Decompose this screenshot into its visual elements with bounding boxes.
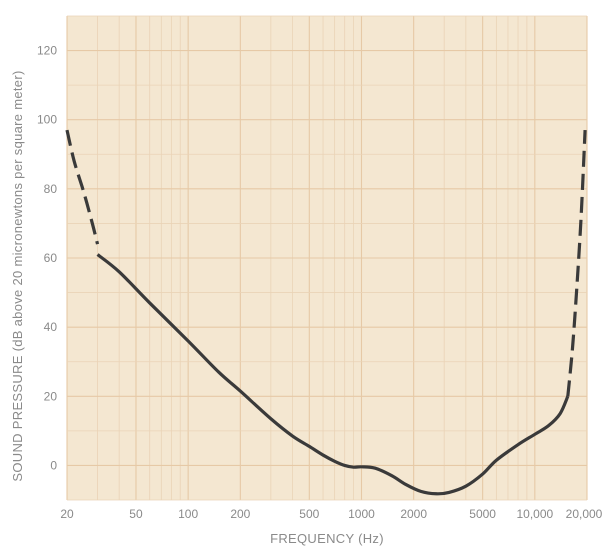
y-tick-label: 40 <box>44 320 58 334</box>
y-tick-label: 20 <box>44 389 58 403</box>
x-tick-label: 10,000 <box>516 507 553 521</box>
y-tick-label: 80 <box>44 182 58 196</box>
x-tick-label: 500 <box>299 507 319 521</box>
threshold-curve-dashed-2 <box>566 130 587 397</box>
x-tick-label: 2000 <box>400 507 427 521</box>
threshold-curve <box>96 253 570 496</box>
curves <box>65 129 587 496</box>
x-tick-label: 20 <box>60 507 74 521</box>
x-tick-label: 100 <box>178 507 198 521</box>
x-axis-label: FREQUENCY (Hz) <box>270 531 384 546</box>
x-tick-label: 20,000 <box>566 507 603 521</box>
y-tick-label: 60 <box>44 251 58 265</box>
x-tick-label: 200 <box>230 507 250 521</box>
y-tick-label: 0 <box>50 458 57 472</box>
x-tick-label: 50 <box>129 507 143 521</box>
threshold-curve-dashed-1 <box>65 129 100 245</box>
y-tick-label: 100 <box>37 113 57 127</box>
y-axis-label: SOUND PRESSURE (dB above 20 micronewtons… <box>10 70 25 481</box>
x-tick-label: 1000 <box>348 507 375 521</box>
x-tick-labels: 20 50 100 200 500 1000 2000 5000 10,000 20,000 <box>60 507 602 521</box>
x-tick-label: 5000 <box>469 507 496 521</box>
y-tick-labels: 0 20 40 60 80 100 120 <box>37 44 57 473</box>
y-tick-label: 120 <box>37 44 57 58</box>
